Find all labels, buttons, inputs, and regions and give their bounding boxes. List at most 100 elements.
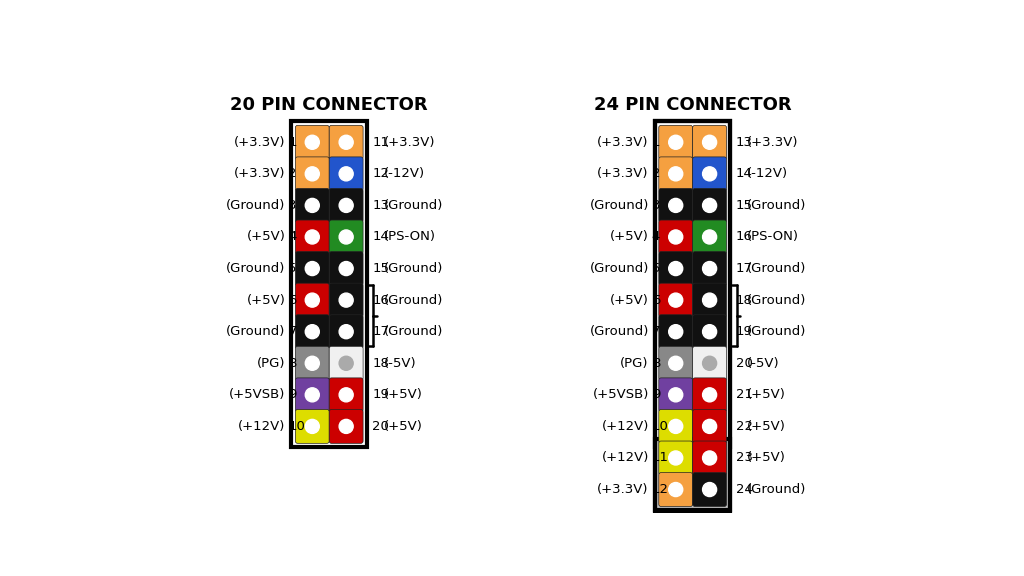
Text: 11: 11 (652, 452, 669, 464)
Circle shape (305, 356, 319, 370)
Circle shape (702, 356, 717, 370)
Text: (PG): (PG) (621, 357, 649, 370)
Circle shape (339, 167, 353, 181)
FancyBboxPatch shape (658, 472, 692, 506)
Text: 2: 2 (652, 168, 660, 180)
Text: 2: 2 (289, 168, 297, 180)
Text: (+12V): (+12V) (238, 420, 286, 433)
Text: (-12V): (-12V) (384, 168, 425, 180)
FancyBboxPatch shape (658, 441, 692, 475)
Text: 12: 12 (652, 483, 669, 496)
Circle shape (669, 325, 683, 339)
Circle shape (702, 135, 717, 149)
Circle shape (702, 262, 717, 275)
FancyBboxPatch shape (692, 378, 727, 412)
Circle shape (669, 451, 683, 465)
FancyBboxPatch shape (658, 157, 692, 191)
Bar (655, 122, 730, 447)
Text: 8: 8 (289, 357, 297, 370)
Circle shape (702, 167, 717, 181)
Text: (Ground): (Ground) (384, 294, 443, 306)
Circle shape (702, 198, 717, 213)
Circle shape (305, 325, 319, 339)
FancyBboxPatch shape (658, 188, 692, 222)
Text: (+5V): (+5V) (748, 420, 786, 433)
FancyBboxPatch shape (692, 472, 727, 506)
FancyBboxPatch shape (330, 126, 364, 159)
Circle shape (339, 356, 353, 370)
Text: (+3.3V): (+3.3V) (384, 136, 435, 149)
FancyBboxPatch shape (295, 410, 330, 444)
Text: 22: 22 (736, 420, 753, 433)
Text: 18: 18 (373, 357, 389, 370)
Circle shape (669, 198, 683, 213)
Circle shape (669, 230, 683, 244)
Circle shape (669, 419, 683, 433)
FancyBboxPatch shape (295, 283, 330, 317)
Circle shape (702, 388, 717, 402)
Text: (+5V): (+5V) (247, 294, 286, 306)
FancyBboxPatch shape (330, 346, 364, 380)
FancyBboxPatch shape (295, 157, 330, 191)
FancyBboxPatch shape (692, 410, 727, 444)
Circle shape (339, 388, 353, 402)
Text: (Ground): (Ground) (748, 325, 807, 338)
FancyBboxPatch shape (658, 283, 692, 317)
FancyBboxPatch shape (330, 188, 364, 222)
Circle shape (339, 325, 353, 339)
Circle shape (339, 262, 353, 275)
Text: 13: 13 (373, 199, 389, 212)
FancyBboxPatch shape (658, 378, 692, 412)
Text: (-5V): (-5V) (384, 357, 417, 370)
FancyBboxPatch shape (692, 220, 727, 254)
Text: 24: 24 (736, 483, 753, 496)
Text: (Ground): (Ground) (748, 294, 807, 306)
Text: 20 PIN CONNECTOR: 20 PIN CONNECTOR (230, 96, 428, 114)
Text: (Ground): (Ground) (590, 199, 649, 212)
Circle shape (339, 198, 353, 213)
Text: 20: 20 (373, 420, 389, 433)
Text: 7: 7 (652, 325, 660, 338)
FancyBboxPatch shape (295, 346, 330, 380)
Circle shape (339, 135, 353, 149)
Text: 4: 4 (652, 230, 660, 244)
Circle shape (305, 230, 319, 244)
Text: (+5V): (+5V) (748, 452, 786, 464)
FancyBboxPatch shape (330, 220, 364, 254)
FancyBboxPatch shape (692, 346, 727, 380)
Text: (-5V): (-5V) (748, 357, 780, 370)
Text: (+3.3V): (+3.3V) (748, 136, 799, 149)
FancyBboxPatch shape (658, 346, 692, 380)
Text: 9: 9 (652, 388, 660, 401)
Text: 10: 10 (289, 420, 305, 433)
Text: (+3.3V): (+3.3V) (597, 483, 649, 496)
Text: (+5V): (+5V) (610, 230, 649, 244)
FancyBboxPatch shape (330, 378, 364, 412)
Text: 24 PIN CONNECTOR: 24 PIN CONNECTOR (594, 96, 792, 114)
Text: (+3.3V): (+3.3V) (597, 136, 649, 149)
Text: 6: 6 (289, 294, 297, 306)
Text: 13: 13 (736, 136, 753, 149)
Text: (+5VSB): (+5VSB) (593, 388, 649, 401)
Circle shape (669, 135, 683, 149)
Circle shape (702, 451, 717, 465)
Text: 16: 16 (736, 230, 753, 244)
FancyBboxPatch shape (692, 252, 727, 286)
Circle shape (305, 388, 319, 402)
Text: 20: 20 (736, 357, 753, 370)
FancyBboxPatch shape (295, 252, 330, 286)
FancyBboxPatch shape (692, 188, 727, 222)
Text: 5: 5 (289, 262, 297, 275)
Text: 3: 3 (289, 199, 297, 212)
Circle shape (305, 262, 319, 275)
Text: (Ground): (Ground) (226, 199, 286, 212)
FancyBboxPatch shape (330, 314, 364, 348)
Text: (-12V): (-12V) (748, 168, 788, 180)
Text: (+3.3V): (+3.3V) (597, 168, 649, 180)
Text: (Ground): (Ground) (748, 262, 807, 275)
Text: (PS-ON): (PS-ON) (384, 230, 436, 244)
Circle shape (702, 419, 717, 433)
FancyBboxPatch shape (295, 188, 330, 222)
Text: 6: 6 (652, 294, 660, 306)
Circle shape (669, 262, 683, 275)
